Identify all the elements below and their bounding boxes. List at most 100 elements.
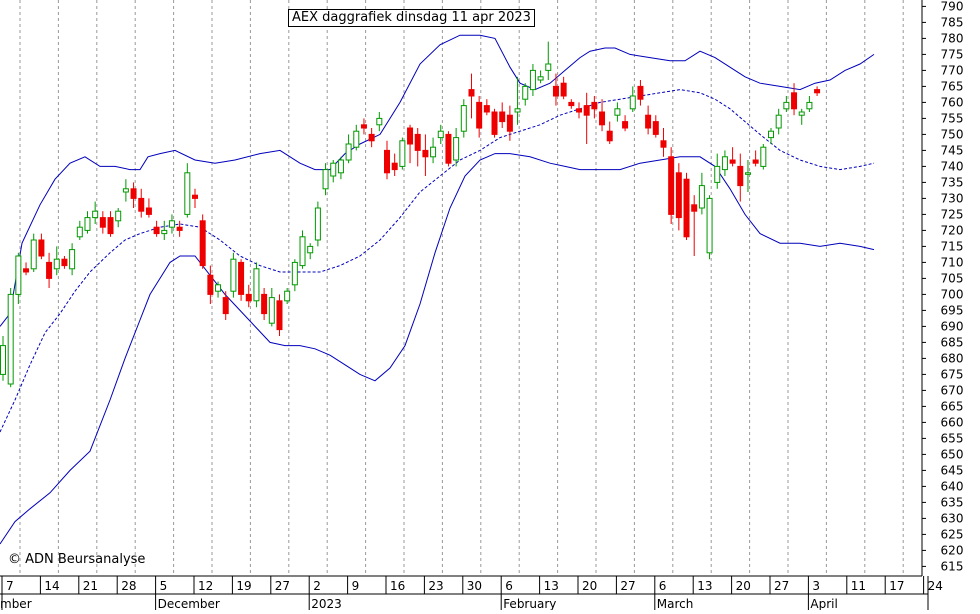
candle-down xyxy=(407,127,414,145)
candle-down xyxy=(568,101,575,107)
x-tick-label: 20 xyxy=(736,579,751,593)
x-tick-label: 19 xyxy=(236,579,251,593)
candle-down xyxy=(583,105,590,116)
candle-down xyxy=(591,101,598,110)
y-tick-label: 785 xyxy=(941,15,964,29)
candle-down xyxy=(138,197,145,212)
month-label: February xyxy=(503,597,556,610)
candle-down xyxy=(445,133,452,164)
x-tick-label: 21 xyxy=(83,579,98,593)
candle-down xyxy=(46,261,53,279)
candle-up xyxy=(115,210,122,222)
y-tick-label: 750 xyxy=(941,127,964,141)
x-tick-label: 14 xyxy=(44,579,59,593)
candle-down xyxy=(360,124,367,129)
candle-up xyxy=(184,172,191,215)
month-label: March xyxy=(657,597,694,610)
y-tick-label: 680 xyxy=(941,351,964,365)
candle-up xyxy=(806,101,813,110)
candle-up xyxy=(69,249,76,270)
candle-up xyxy=(345,143,352,161)
x-tick-label: 2 xyxy=(313,579,321,593)
x-tick-label: 24 xyxy=(928,579,943,593)
x-tick-label: 28 xyxy=(121,579,136,593)
candle-up xyxy=(706,197,713,254)
y-tick-label: 765 xyxy=(941,79,964,93)
candle-up xyxy=(430,146,437,158)
candle-up xyxy=(168,220,175,228)
y-tick-label: 715 xyxy=(941,239,964,253)
month-label: 2023 xyxy=(311,597,342,610)
candle-down xyxy=(199,220,206,267)
candle-down xyxy=(276,300,283,331)
y-tick-label: 770 xyxy=(941,63,964,77)
x-tick-label: 7 xyxy=(6,579,14,593)
y-tick-label: 745 xyxy=(941,143,964,157)
candle-up xyxy=(537,76,544,81)
candle-up xyxy=(629,95,636,110)
candle-down xyxy=(668,156,675,215)
y-tick-label: 700 xyxy=(941,287,964,301)
candle-down xyxy=(622,121,629,129)
y-tick-label: 685 xyxy=(941,335,964,349)
candle-up xyxy=(84,217,91,231)
candle-down xyxy=(176,226,183,231)
x-tick-label: 27 xyxy=(275,579,290,593)
candle-up xyxy=(268,297,275,324)
y-tick-label: 725 xyxy=(941,207,964,221)
candle-down xyxy=(245,293,252,302)
y-tick-label: 755 xyxy=(941,111,964,125)
candle-up xyxy=(614,108,621,116)
candle-down xyxy=(499,111,506,123)
candle-up xyxy=(7,293,14,385)
candle-down xyxy=(261,293,268,315)
candle-down xyxy=(222,297,229,315)
y-tick-label: 710 xyxy=(941,255,964,269)
candle-up xyxy=(437,130,444,139)
candle-up xyxy=(314,207,321,241)
candle-down xyxy=(368,133,375,142)
y-tick-label: 655 xyxy=(941,431,964,445)
y-tick-label: 720 xyxy=(941,223,964,237)
candle-down xyxy=(606,130,613,142)
x-tick-label: 3 xyxy=(812,579,820,593)
candle-down xyxy=(552,85,559,97)
y-tick-label: 620 xyxy=(941,543,964,557)
candle-up xyxy=(0,345,6,375)
candle-up xyxy=(291,261,298,286)
candle-up xyxy=(30,239,37,270)
y-tick-label: 760 xyxy=(941,95,964,109)
x-tick-label: 16 xyxy=(390,579,405,593)
candle-down xyxy=(483,105,490,113)
candle-down xyxy=(652,121,659,135)
y-tick-label: 625 xyxy=(941,527,964,541)
candle-up xyxy=(284,290,291,302)
y-axis: 615 620 625 630 635 640 645 650 655 660 665 670 675 6… xyxy=(922,0,963,573)
candle-up xyxy=(783,101,790,110)
candle-up xyxy=(353,130,360,148)
y-tick-label: 690 xyxy=(941,319,964,333)
x-tick-label: 12 xyxy=(198,579,213,593)
x-tick-label: 23 xyxy=(428,579,443,593)
candle-up xyxy=(215,284,222,292)
candle-down xyxy=(422,149,429,158)
y-tick-label: 660 xyxy=(941,415,964,429)
bollinger-upper-band xyxy=(0,34,875,327)
candle-down xyxy=(791,92,798,110)
candle-down xyxy=(637,85,644,100)
x-tick-label: 11 xyxy=(851,579,866,593)
candle-down xyxy=(660,140,667,148)
candle-down xyxy=(130,188,137,199)
y-tick-label: 665 xyxy=(941,399,964,413)
candle-down xyxy=(207,274,214,295)
candle-down xyxy=(491,111,498,135)
candle-down xyxy=(38,239,45,257)
y-tick-label: 695 xyxy=(941,303,964,317)
y-tick-label: 615 xyxy=(941,559,964,573)
month-label: April xyxy=(810,597,837,610)
y-tick-label: 740 xyxy=(941,159,964,173)
x-tick-label: 27 xyxy=(774,579,789,593)
y-tick-label: 640 xyxy=(941,479,964,493)
candles xyxy=(0,41,821,388)
